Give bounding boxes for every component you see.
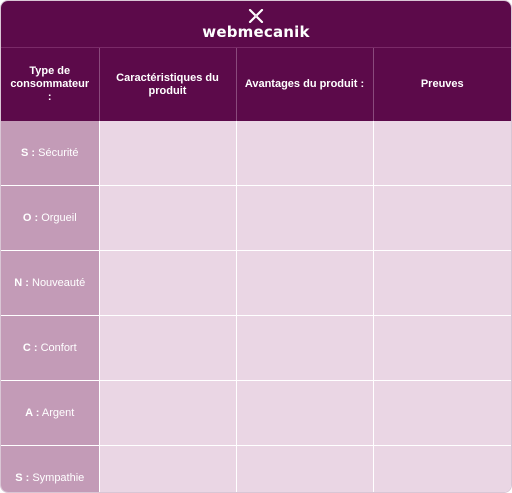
- type-label: Nouveauté: [32, 277, 86, 289]
- characteristics-cell[interactable]: [99, 380, 237, 446]
- brand-logo-text: webmecanik: [202, 22, 310, 41]
- type-letter: S :: [21, 147, 36, 159]
- proofs-cell[interactable]: [373, 185, 511, 251]
- header-product-characteristics: Caractéristiques du produit: [99, 48, 237, 121]
- benefits-cell[interactable]: [236, 185, 374, 251]
- table-row: S : Sécurité: [1, 121, 511, 186]
- type-label: Sympathie: [32, 472, 85, 484]
- table-row: O : Orgueil: [1, 185, 511, 251]
- header-consumer-type: Type de consommateur :: [1, 48, 100, 121]
- benefits-cell[interactable]: [236, 250, 374, 316]
- proofs-cell[interactable]: [373, 315, 511, 381]
- type-cell-sympathie: S : Sympathie: [1, 445, 100, 492]
- webmecanik-x-logo-icon: [248, 8, 264, 23]
- benefits-cell[interactable]: [236, 445, 374, 492]
- type-label: Orgueil: [41, 212, 77, 224]
- type-label: Argent: [41, 407, 75, 419]
- brand-banner: webmecanik: [1, 1, 511, 48]
- table-row: C : Confort: [1, 315, 511, 381]
- type-letter: O :: [22, 212, 39, 224]
- type-letter: A :: [25, 407, 40, 419]
- type-cell-confort: C : Confort: [1, 315, 100, 381]
- type-cell-nouveaute: N : Nouveauté: [1, 250, 100, 316]
- benefits-cell[interactable]: [236, 380, 374, 446]
- characteristics-cell[interactable]: [99, 445, 237, 492]
- proofs-cell[interactable]: [373, 250, 511, 316]
- type-cell-securite: S : Sécurité: [1, 121, 100, 186]
- table-row: S : Sympathie: [1, 445, 511, 492]
- table-row: N : Nouveauté: [1, 250, 511, 316]
- type-letter: S :: [15, 472, 30, 484]
- characteristics-cell[interactable]: [99, 315, 237, 381]
- proofs-cell[interactable]: [373, 121, 511, 186]
- header-proofs: Preuves: [373, 48, 511, 121]
- characteristics-cell[interactable]: [99, 185, 237, 251]
- type-label: Confort: [40, 342, 77, 354]
- benefits-cell[interactable]: [236, 121, 374, 186]
- proofs-cell[interactable]: [373, 445, 511, 492]
- type-cell-orgueil: O : Orgueil: [1, 185, 100, 251]
- table-header-row: Type de consommateur : Caractéristiques …: [1, 48, 511, 121]
- benefits-cell[interactable]: [236, 315, 374, 381]
- proofs-cell[interactable]: [373, 380, 511, 446]
- header-product-benefits: Avantages du produit :: [236, 48, 374, 121]
- characteristics-cell[interactable]: [99, 250, 237, 316]
- type-label: Sécurité: [38, 147, 79, 159]
- type-letter: C :: [22, 342, 38, 354]
- type-cell-argent: A : Argent: [1, 380, 100, 446]
- type-letter: N :: [14, 277, 29, 289]
- table-row: A : Argent: [1, 380, 511, 446]
- soncas-table: Type de consommateur : Caractéristiques …: [1, 48, 511, 492]
- characteristics-cell[interactable]: [99, 121, 237, 186]
